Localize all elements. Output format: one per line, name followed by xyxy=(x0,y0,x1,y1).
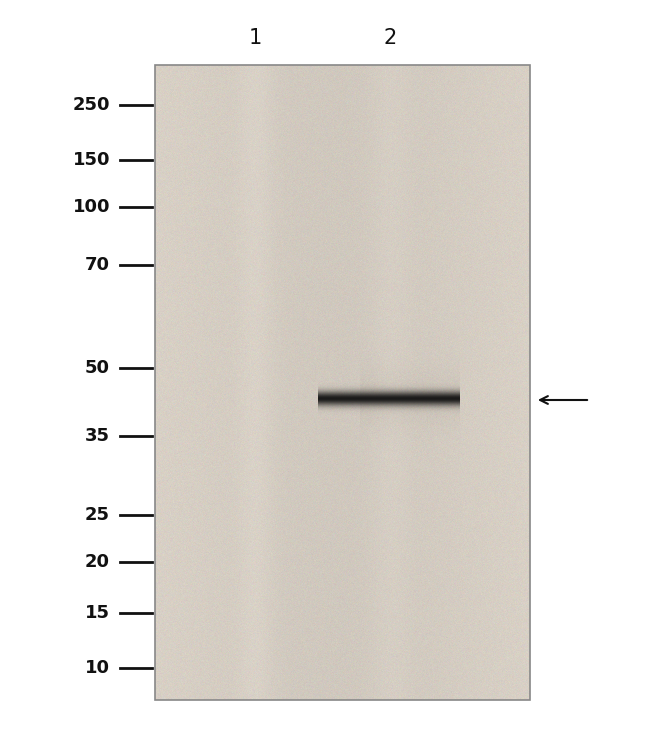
Bar xyxy=(155,65,530,700)
Text: 250: 250 xyxy=(73,96,110,114)
Text: 35: 35 xyxy=(85,427,110,445)
Text: 50: 50 xyxy=(85,359,110,377)
Text: 2: 2 xyxy=(384,28,396,48)
Text: 1: 1 xyxy=(248,28,261,48)
Text: 15: 15 xyxy=(85,604,110,622)
Text: 150: 150 xyxy=(73,151,110,169)
Text: 20: 20 xyxy=(85,553,110,571)
Text: 70: 70 xyxy=(85,256,110,274)
Text: 100: 100 xyxy=(73,198,110,216)
Text: 25: 25 xyxy=(85,506,110,524)
Text: 10: 10 xyxy=(85,659,110,677)
